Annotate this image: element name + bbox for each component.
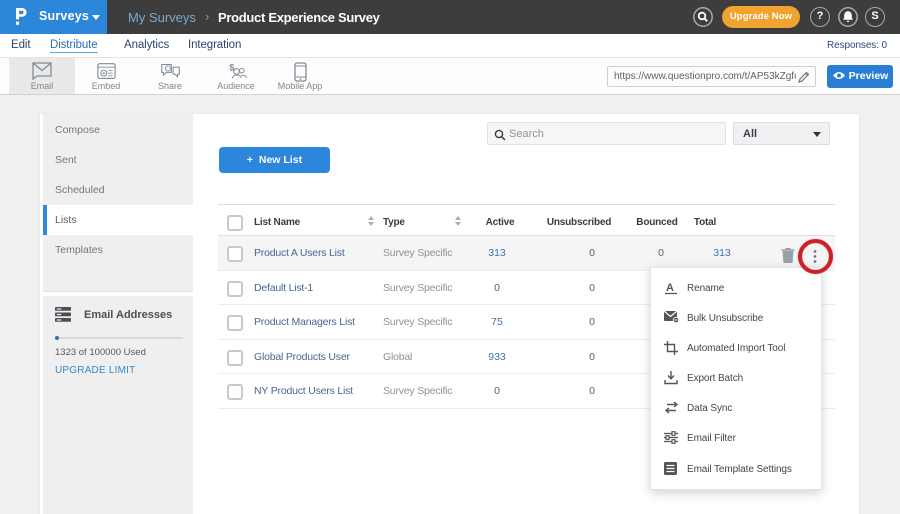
svg-text:A: A: [666, 282, 674, 294]
svg-text:$: $: [229, 63, 234, 73]
